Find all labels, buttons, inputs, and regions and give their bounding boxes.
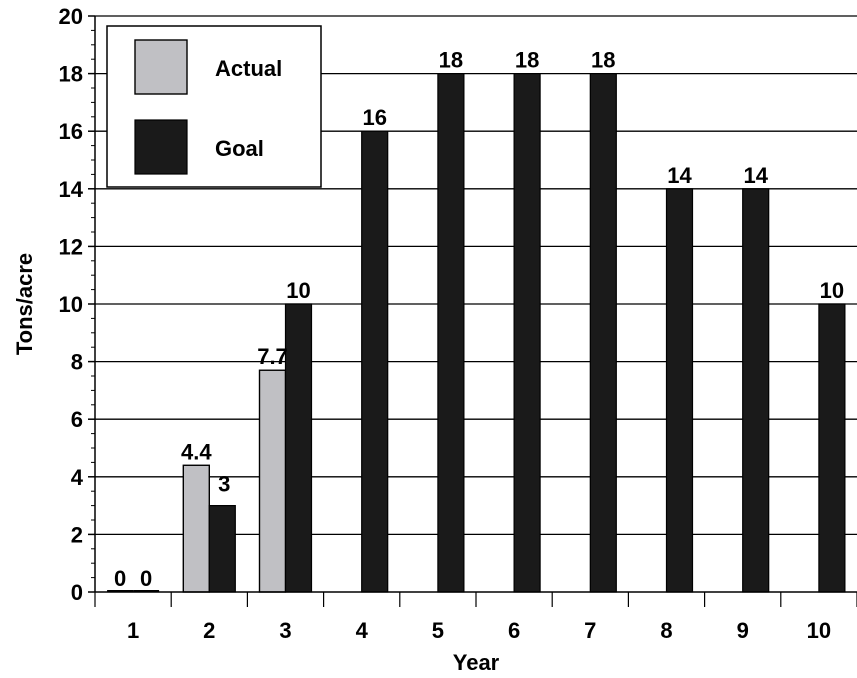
- goal-bar: [589, 72, 617, 593]
- y-axis-label: Tons/acre: [12, 253, 37, 355]
- x-tick-label: 8: [660, 618, 672, 643]
- y-tick-label: 10: [59, 292, 83, 317]
- y-tick-label: 14: [59, 177, 84, 202]
- goal-data-label: 18: [591, 48, 615, 73]
- y-tick-label: 18: [59, 62, 83, 87]
- goal-data-label: 10: [820, 278, 844, 303]
- x-tick-label: 4: [356, 618, 369, 643]
- x-tick-label: 9: [737, 618, 749, 643]
- legend-swatch-goal: [134, 119, 188, 175]
- actual-data-label: 0: [114, 566, 126, 591]
- goal-bar: [513, 72, 541, 593]
- x-tick-label: 2: [203, 618, 215, 643]
- y-tick-label: 6: [71, 407, 83, 432]
- x-tick-label: 3: [279, 618, 291, 643]
- goal-data-label: 14: [667, 163, 692, 188]
- actual-data-label: 7.7: [257, 344, 288, 369]
- legend-swatch-actual: [134, 39, 188, 95]
- legend-label-actual: Actual: [215, 56, 282, 81]
- gridlines: [95, 15, 857, 536]
- y-tick-label: 20: [59, 4, 83, 29]
- x-tick-label: 10: [807, 618, 831, 643]
- goal-bar: [284, 303, 313, 593]
- x-tick-label: 6: [508, 618, 520, 643]
- y-tick-label: 2: [71, 522, 83, 547]
- goal-data-label: 0: [140, 566, 152, 591]
- actual-bar: [258, 369, 287, 593]
- x-tick-label: 1: [127, 618, 139, 643]
- y-tick-label: 8: [71, 350, 83, 375]
- y-tick-label: 12: [59, 234, 83, 259]
- goal-bar: [742, 188, 770, 593]
- x-axis-label: Year: [453, 650, 500, 675]
- goal-data-label: 3: [218, 471, 230, 496]
- goal-bar: [818, 303, 846, 593]
- goal-bar: [665, 188, 694, 593]
- goal-data-label: 16: [362, 105, 386, 130]
- data-labels: 0 0 4.43 7.7 10 16 18 18 18 14 14 10: [114, 48, 844, 591]
- goal-data-label: 10: [286, 278, 310, 303]
- legend: Actual Goal: [106, 25, 322, 188]
- goal-bar: [361, 130, 389, 593]
- y-tick-label: 4: [71, 465, 84, 490]
- y-tick-label: 16: [59, 119, 83, 144]
- actual-data-label: 4.4: [181, 439, 212, 464]
- x-tick-label: 7: [584, 618, 596, 643]
- goal-data-label: 18: [515, 48, 539, 73]
- legend-label-goal: Goal: [215, 136, 264, 161]
- bars: [107, 72, 846, 593]
- goal-bar: [437, 72, 465, 593]
- y-tick-label: 0: [71, 580, 83, 605]
- goal-data-label: 14: [743, 163, 768, 188]
- actual-bar: [182, 464, 211, 593]
- x-tick-label: 5: [432, 618, 444, 643]
- goal-bar: [208, 505, 236, 593]
- goal-data-label: 18: [439, 48, 463, 73]
